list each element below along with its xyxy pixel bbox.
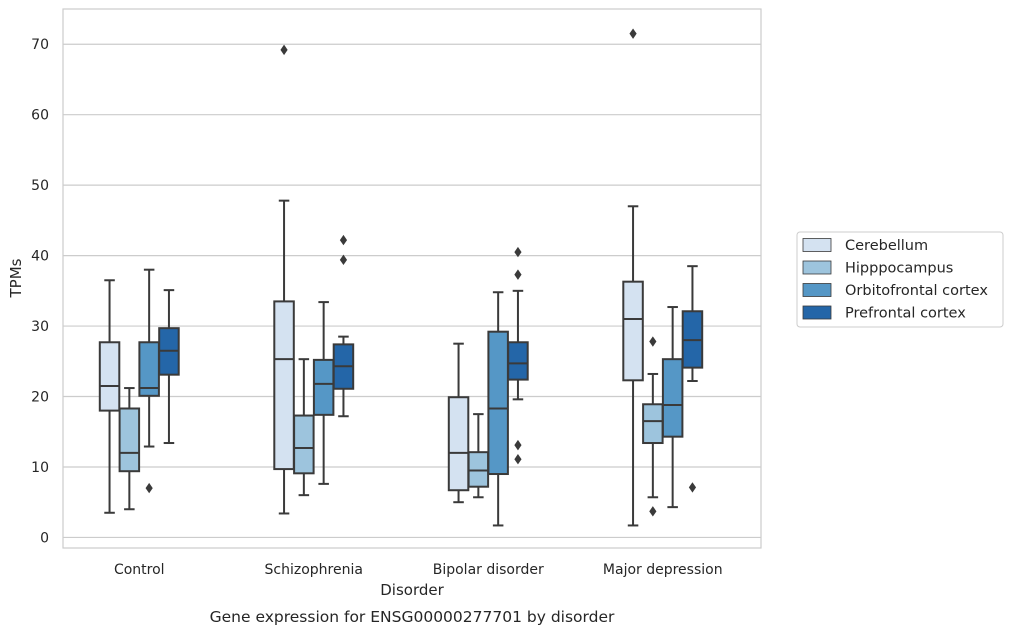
grid-lines [63,43,761,539]
box-group [661,306,684,509]
box-group [273,44,295,515]
plot-background [63,9,761,548]
box-group [447,342,470,504]
legend: Cerebellum Hipppocampus Orbitofrontal cort… [796,231,1004,328]
y-tick-labels: 0 10 20 30 40 50 60 70 [31,37,49,546]
legend-label: Cerebellum [845,238,928,254]
x-tick-label: Major depression [603,562,723,578]
legend-label: Hipppocampus [845,261,953,277]
outlier-point [339,234,348,246]
y-tick-label: 60 [31,108,49,124]
outlier-point [514,439,522,451]
box-iqr [293,414,315,475]
box-group [642,336,664,517]
box-groups [98,28,704,527]
outlier-point [280,44,288,56]
box-iqr [447,396,470,492]
box-iqr [642,403,664,445]
box-iqr [507,341,529,381]
x-tick-label: Control [114,562,165,578]
x-tick-labels: Control Schizophrenia Bipolar disorder Majo… [114,562,723,578]
legend-frame [796,231,1004,328]
legend-label: Orbitofrontal cortex [845,283,988,299]
box-group [507,246,529,465]
box-iqr [661,358,684,438]
y-tick-label: 70 [31,37,49,53]
box-group [622,28,644,527]
legend-swatch [802,283,832,297]
box-iqr [273,300,295,471]
outlier-point [339,254,348,266]
box-iqr [622,280,644,382]
box-group [332,234,355,418]
x-tick-label: Schizophrenia [265,562,363,578]
y-tick-label: 0 [40,530,49,546]
box-group [98,279,121,514]
outlier-point [514,454,522,465]
legend-swatch [802,238,832,252]
box-iqr [487,330,509,476]
y-tick-label: 20 [31,390,49,406]
legend-swatch [802,305,832,320]
legend-swatch [802,260,832,275]
box-group [293,358,315,497]
outlier-point [649,336,657,347]
y-axis-label: TPMs [7,258,25,298]
y-tick-label: 50 [31,178,49,194]
outlier-point [629,28,637,39]
y-tick-label: 30 [31,319,49,335]
box-group [681,265,704,493]
x-axis-label: Disorder [380,581,444,599]
x-tick-label: Bipolar disorder [433,562,544,578]
box-group [158,289,180,445]
outlier-point [514,246,522,258]
box-iqr [467,451,490,488]
outlier-point [688,482,697,493]
figure-caption: Gene expression for ENSG00000277701 by d… [210,608,615,626]
box-iqr [98,341,121,412]
box-group [487,291,509,527]
outlier-point [145,482,153,494]
outlier-point [514,269,522,280]
plot-frame [62,8,762,549]
box-iqr [118,407,141,473]
y-tick-label: 10 [31,460,49,476]
outlier-point [649,506,657,517]
y-tick-label: 40 [31,249,49,265]
legend-label: Prefrontal cortex [845,306,966,322]
box-iqr [312,358,335,416]
box-group [118,387,141,511]
